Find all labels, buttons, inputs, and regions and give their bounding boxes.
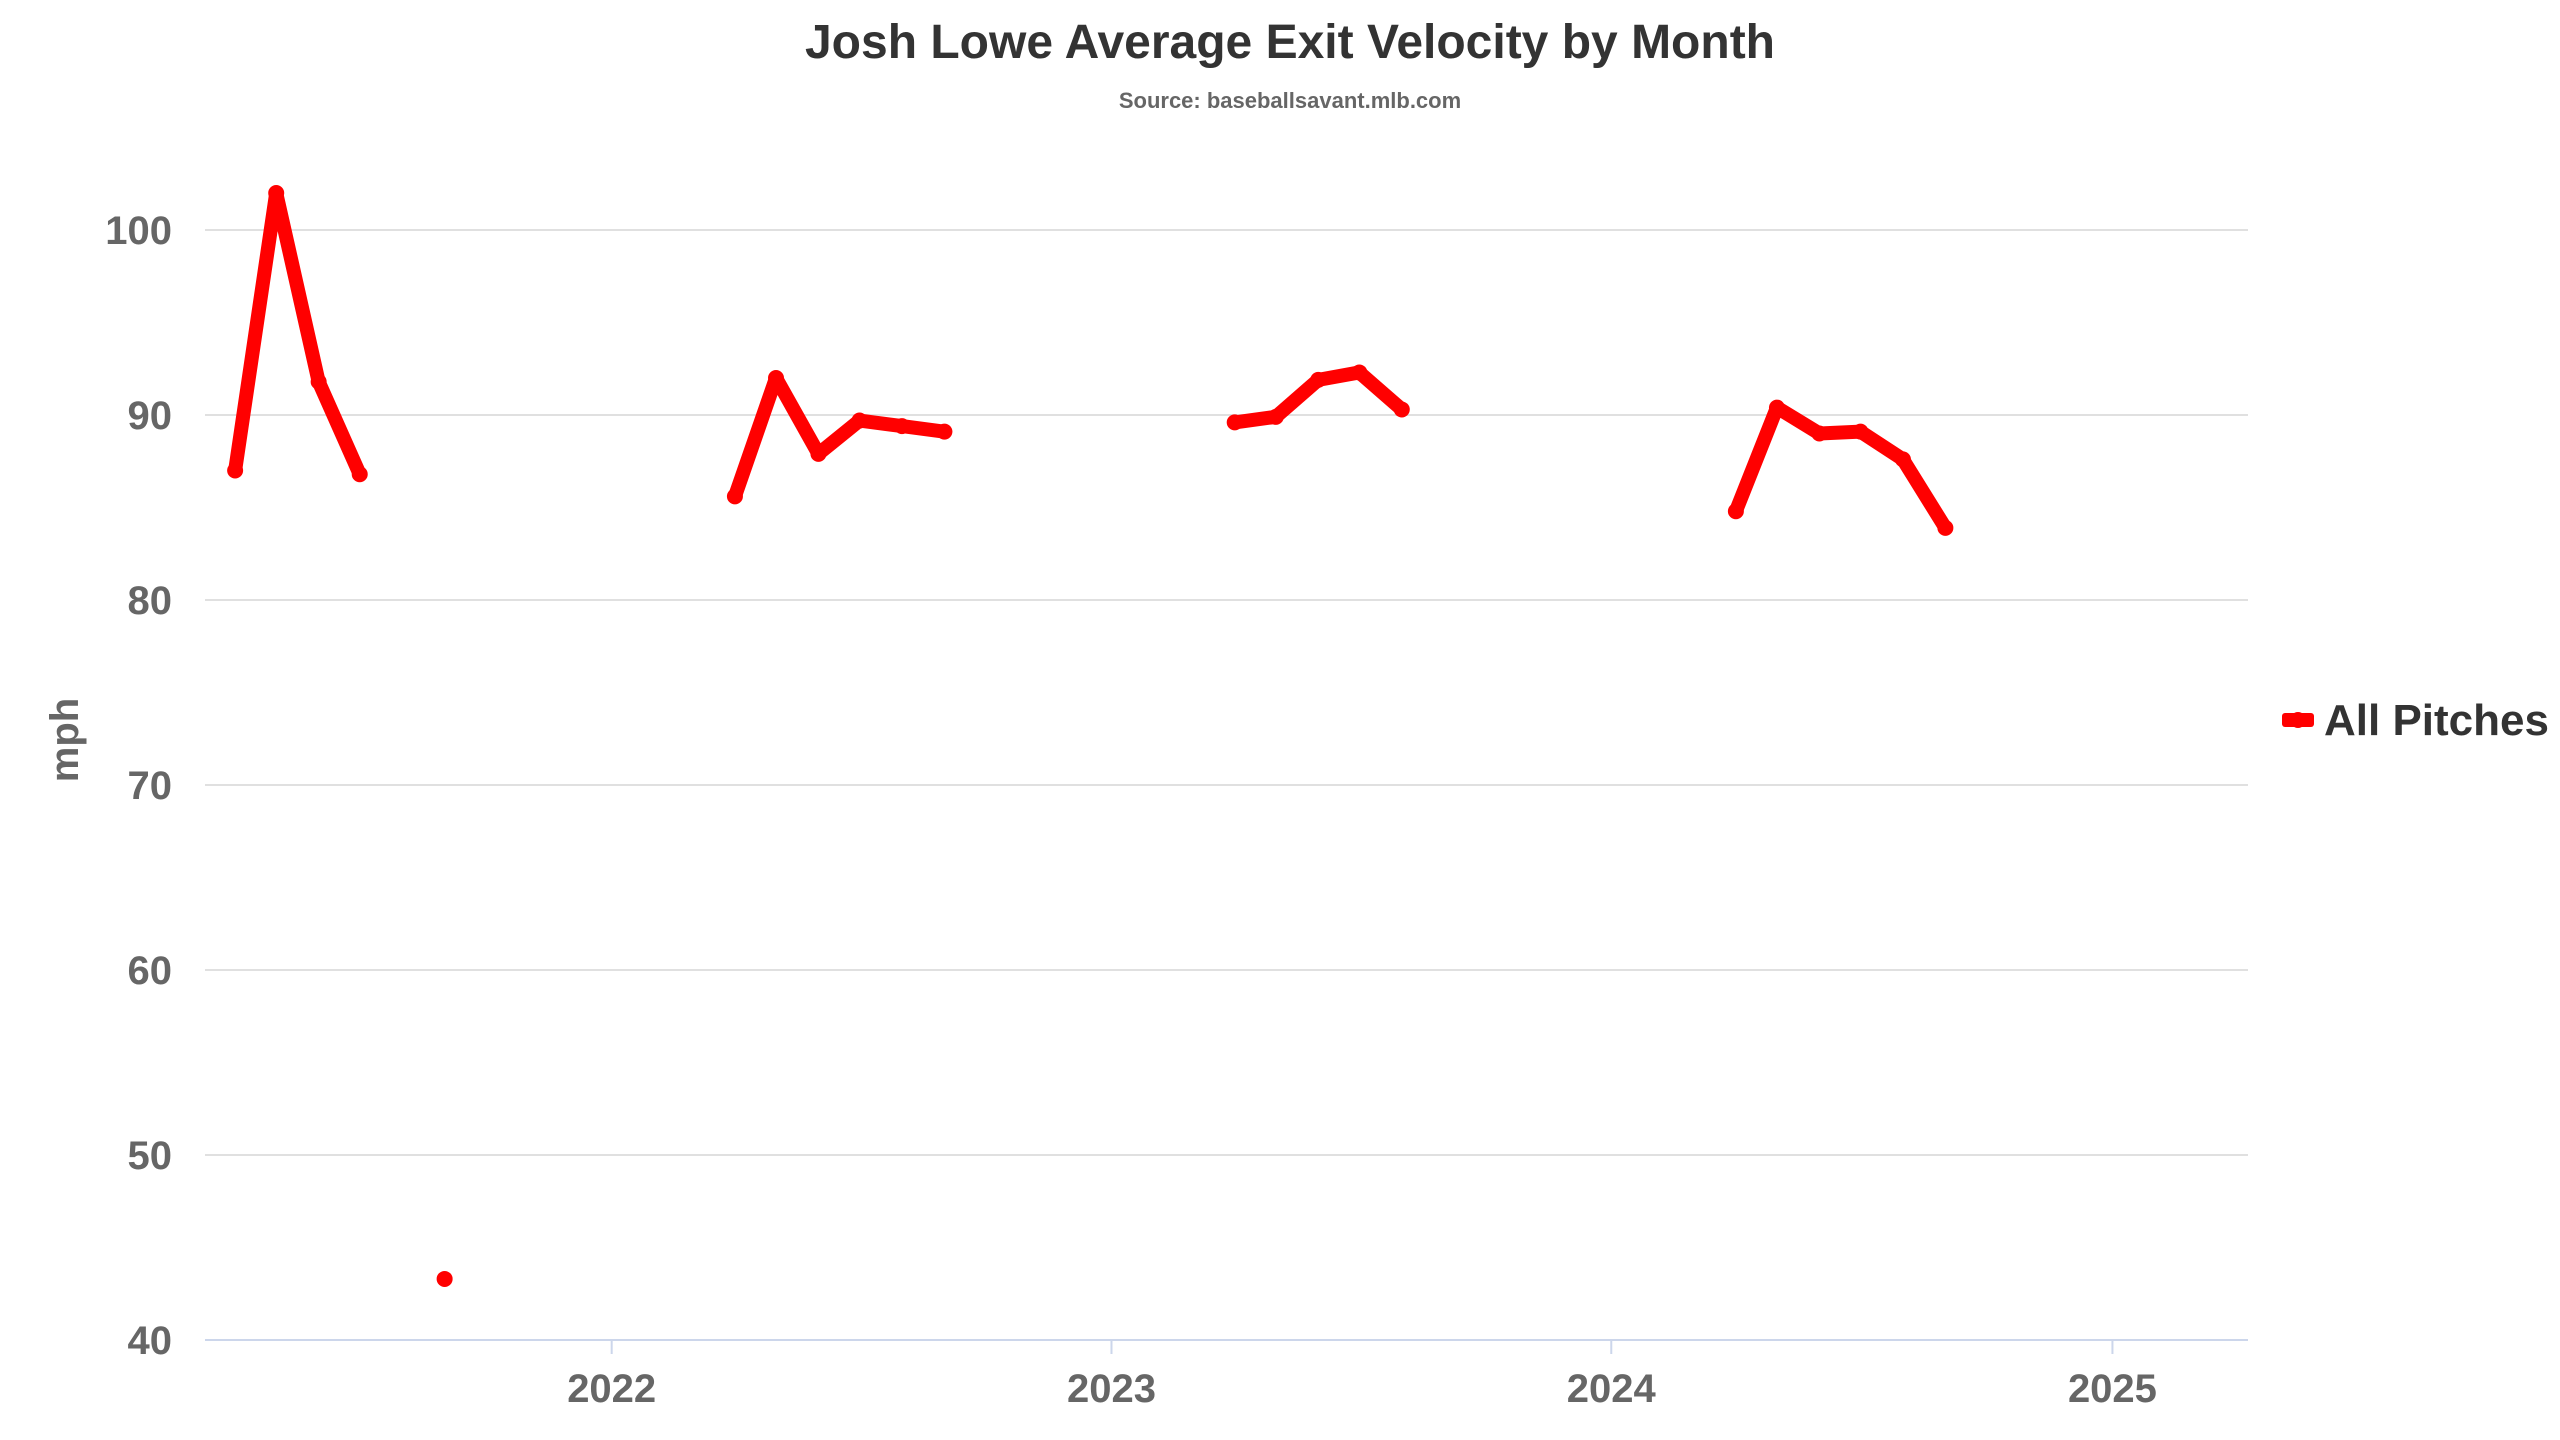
chart-subtitle: Source: baseballsavant.mlb.com (1119, 88, 1461, 113)
legend-marker[interactable] (2290, 712, 2306, 728)
data-point[interactable] (851, 412, 868, 429)
data-point[interactable] (767, 370, 784, 386)
y-tick-label: 100 (105, 209, 172, 253)
data-point[interactable] (436, 1270, 453, 1287)
x-tick-label: 2022 (567, 1367, 656, 1411)
y-axis-title: mph (43, 698, 87, 782)
data-point[interactable] (1852, 423, 1869, 440)
y-tick-label: 40 (128, 1319, 173, 1363)
data-point[interactable] (810, 445, 827, 462)
y-axis-ticks: 40 50 60 70 80 90 100 (105, 209, 172, 1363)
series-layer (227, 185, 1954, 1287)
chart-title: Josh Lowe Average Exit Velocity by Month (805, 16, 1775, 69)
series-line[interactable] (727, 371, 952, 504)
data-point[interactable] (1351, 364, 1368, 381)
data-point[interactable] (936, 423, 953, 440)
y-tick-label: 60 (128, 949, 173, 993)
data-point[interactable] (351, 466, 368, 483)
data-point[interactable] (1310, 371, 1327, 388)
grid-lines (205, 229, 2248, 1156)
data-point[interactable] (1727, 503, 1744, 520)
series-line[interactable] (228, 186, 367, 482)
x-axis: 2022 2023 2024 2025 (205, 1339, 2248, 1411)
data-point[interactable] (268, 185, 285, 201)
y-tick-label: 80 (128, 579, 173, 623)
series-line[interactable] (1728, 400, 1953, 535)
legend-label[interactable]: All Pitches (2324, 696, 2549, 745)
data-point[interactable] (1267, 408, 1284, 425)
x-tick-label: 2025 (2068, 1367, 2157, 1411)
x-tick-label: 2024 (1567, 1367, 1657, 1411)
data-point[interactable] (1226, 414, 1243, 431)
y-tick-label: 90 (128, 394, 173, 438)
series-all-pitches[interactable] (227, 185, 1954, 1287)
x-tick-label: 2023 (1067, 1367, 1156, 1411)
y-tick-label: 50 (128, 1134, 173, 1178)
legend[interactable]: All Pitches (2282, 696, 2549, 745)
data-point[interactable] (310, 373, 327, 390)
data-point[interactable] (1937, 519, 1954, 536)
data-point[interactable] (227, 462, 244, 479)
data-point[interactable] (1393, 401, 1410, 418)
data-point[interactable] (1894, 451, 1911, 468)
data-point[interactable] (1768, 399, 1785, 416)
y-tick-label: 70 (128, 764, 173, 808)
data-point[interactable] (726, 488, 743, 505)
data-point[interactable] (893, 418, 910, 435)
data-point[interactable] (1811, 425, 1828, 442)
